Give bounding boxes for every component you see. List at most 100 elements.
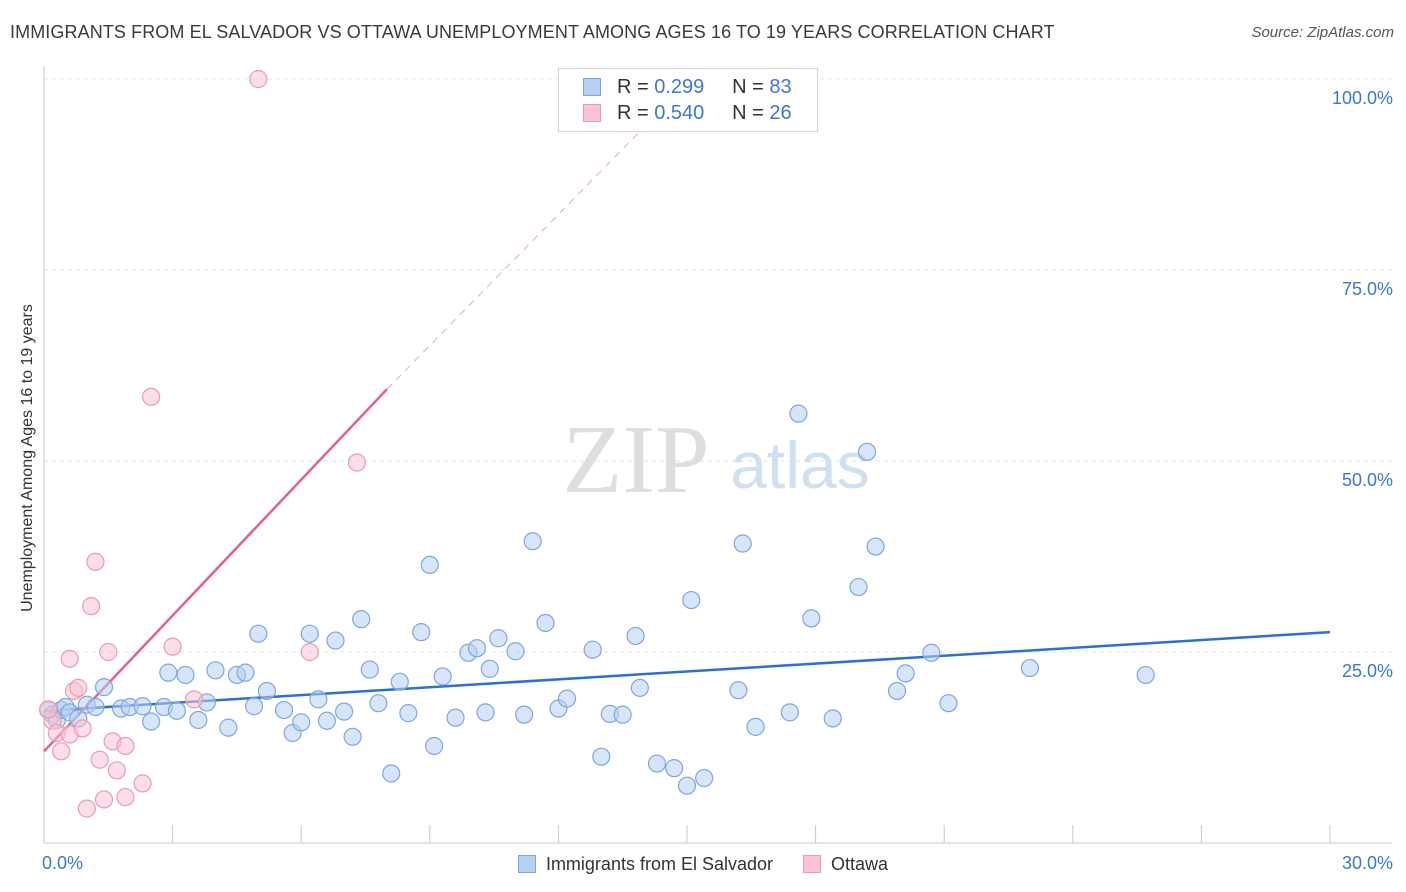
- trendline-immigrants: [43, 630, 1331, 713]
- point-ottawa: [52, 742, 71, 761]
- stats-swatch-pink: [583, 104, 601, 122]
- point-immigrants: [733, 534, 752, 553]
- point-immigrants: [802, 609, 821, 628]
- point-immigrants: [887, 681, 907, 701]
- point-immigrants: [412, 623, 431, 642]
- point-immigrants: [665, 759, 684, 778]
- point-ottawa: [300, 642, 319, 662]
- point-immigrants: [334, 702, 354, 721]
- tick-labels: 25.0% 50.0% 75.0% 100.0% 0.0% 30.0%: [42, 88, 1393, 873]
- point-immigrants: [142, 712, 161, 731]
- y-tick-label: 75.0%: [1342, 279, 1393, 299]
- point-immigrants: [613, 705, 632, 724]
- point-immigrants: [647, 754, 667, 773]
- point-immigrants: [300, 624, 319, 643]
- point-ottawa: [99, 642, 118, 662]
- y-tick-label: 25.0%: [1342, 661, 1393, 681]
- point-immigrants: [159, 663, 178, 682]
- point-immigrants: [244, 697, 264, 716]
- point-immigrants: [489, 629, 508, 648]
- point-immigrants: [682, 590, 701, 610]
- point-ottawa: [69, 678, 88, 698]
- point-immigrants: [446, 708, 465, 727]
- point-immigrants: [420, 555, 439, 575]
- point-immigrants: [1136, 665, 1155, 685]
- point-ottawa: [107, 761, 126, 780]
- point-immigrants: [219, 718, 238, 737]
- point-immigrants: [424, 736, 444, 756]
- legend-label-immigrants: Immigrants from El Salvador: [545, 853, 774, 874]
- point-immigrants: [467, 639, 487, 658]
- point-immigrants: [352, 610, 371, 629]
- stats-swatch-blue: [583, 78, 601, 96]
- point-immigrants: [360, 660, 379, 679]
- point-immigrants: [86, 697, 105, 717]
- point-immigrants: [382, 764, 401, 783]
- legend-item-ottawa[interactable]: Ottawa: [803, 854, 888, 875]
- point-immigrants: [896, 664, 915, 683]
- x-tick-label-min: 0.0%: [42, 853, 83, 873]
- point-immigrants: [592, 747, 611, 766]
- point-immigrants: [343, 727, 362, 746]
- stats-r-value: 0.299: [654, 75, 705, 98]
- point-ottawa: [116, 736, 135, 756]
- point-immigrants: [866, 537, 885, 556]
- stats-n-label: N =: [732, 75, 764, 98]
- stats-r-value: 0.540: [654, 101, 705, 124]
- point-ottawa: [184, 690, 204, 709]
- point-immigrants: [922, 643, 941, 662]
- stats-n-label: N =: [732, 101, 764, 124]
- point-immigrants: [630, 678, 649, 698]
- stats-r-label: R =: [617, 101, 649, 124]
- y-axis-title: Unemployment Among Ages 16 to 19 years: [19, 304, 36, 612]
- point-immigrants: [626, 626, 645, 646]
- stats-n-value: 26: [769, 101, 792, 124]
- point-immigrants: [176, 665, 195, 685]
- point-ottawa: [39, 700, 58, 719]
- point-immigrants: [309, 690, 328, 709]
- point-immigrants: [317, 711, 337, 730]
- point-immigrants: [746, 717, 765, 736]
- point-immigrants: [189, 710, 208, 730]
- point-ottawa: [347, 453, 367, 472]
- y-tick-label: 100.0%: [1332, 88, 1393, 108]
- point-immigrants: [480, 659, 499, 678]
- source-label: Source: ZipAtlas.com: [1251, 24, 1394, 41]
- stats-r-label: R =: [617, 75, 649, 98]
- point-immigrants: [369, 694, 388, 713]
- point-immigrants: [326, 631, 345, 650]
- point-ottawa: [77, 799, 96, 818]
- point-immigrants: [515, 705, 534, 724]
- point-immigrants: [557, 689, 577, 708]
- legend-label-ottawa: Ottawa: [831, 853, 889, 874]
- chart-title: IMMIGRANTS FROM EL SALVADOR VS OTTAWA UN…: [10, 22, 1055, 42]
- point-immigrants: [390, 672, 409, 691]
- point-immigrants: [236, 663, 255, 682]
- point-immigrants: [789, 404, 808, 423]
- point-immigrants: [399, 704, 418, 723]
- point-immigrants: [249, 624, 268, 643]
- legend-item-immigrants[interactable]: Immigrants from El Salvador: [517, 853, 774, 875]
- point-immigrants: [849, 577, 868, 597]
- grid-layer: [44, 78, 1392, 653]
- point-ottawa: [133, 774, 152, 793]
- point-immigrants: [274, 700, 294, 720]
- series-ottawa-points: [39, 69, 367, 818]
- x-tick-label-max: 30.0%: [1342, 853, 1393, 873]
- point-immigrants: [257, 681, 277, 701]
- point-ottawa: [163, 637, 182, 656]
- point-immigrants: [729, 681, 748, 700]
- point-ottawa: [82, 597, 101, 616]
- watermark: ZIP atlas: [563, 406, 870, 514]
- point-immigrants: [433, 667, 452, 686]
- point-immigrants: [780, 703, 799, 722]
- legend-swatch-pink: [803, 855, 822, 873]
- point-immigrants: [133, 697, 152, 716]
- stats-n-value: 83: [769, 75, 792, 98]
- point-immigrants: [857, 442, 877, 461]
- point-immigrants: [523, 532, 542, 551]
- point-immigrants: [536, 613, 555, 633]
- point-ottawa: [116, 788, 135, 807]
- legend: Immigrants from El Salvador Ottawa: [0, 851, 1406, 877]
